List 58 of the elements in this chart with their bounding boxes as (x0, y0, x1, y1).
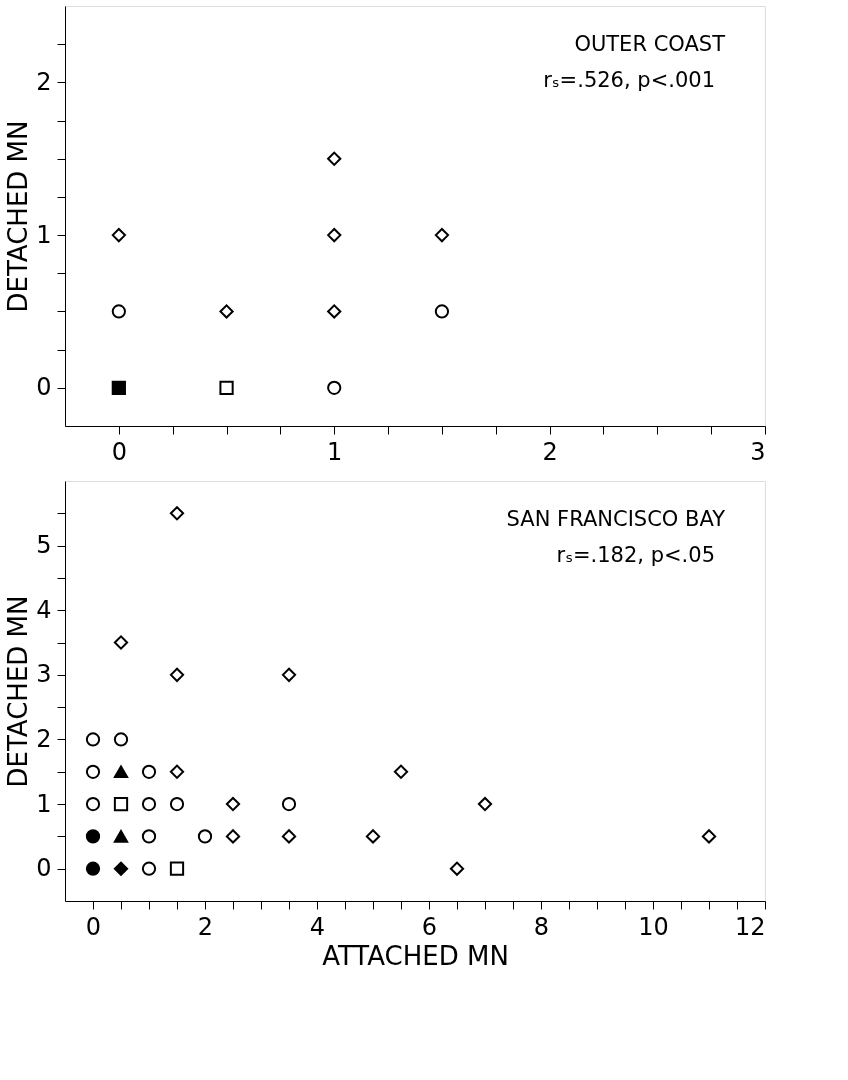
point (281, 667, 297, 682)
point (701, 829, 717, 844)
point (141, 861, 157, 876)
point (169, 667, 185, 682)
y-tick-label: 0 (36, 854, 52, 883)
point (449, 861, 465, 876)
point (225, 829, 241, 844)
x-tick-label: 8 (533, 912, 550, 941)
point (85, 764, 101, 779)
x-tick-label: 6 (421, 912, 438, 941)
annotation: rₛ=.526, p<.001 (543, 68, 715, 92)
point (141, 764, 157, 779)
point (113, 732, 129, 747)
point (169, 861, 185, 876)
point (169, 796, 185, 812)
point (113, 861, 129, 876)
annotation: rₛ=.182, p<.05 (556, 543, 715, 567)
x-tick-label: 10 (638, 912, 669, 941)
x-tick-label: 4 (309, 912, 326, 941)
y-tick-label: 4 (36, 595, 52, 624)
point (141, 829, 157, 844)
y-axis-title: DETACHED MN (3, 595, 34, 788)
point (197, 829, 213, 844)
point (113, 635, 129, 650)
x-tick-label: 1 (327, 437, 343, 466)
point (169, 764, 185, 779)
point (477, 796, 493, 812)
point (169, 506, 185, 521)
y-tick-label: 2 (36, 67, 52, 96)
y-tick-label: 1 (36, 789, 52, 818)
x-axis-title: ATTACHED MN (322, 940, 509, 971)
x-tick-label: 2 (542, 437, 558, 466)
point (365, 829, 381, 844)
y-tick-label: 5 (36, 531, 52, 560)
annotation: OUTER COAST (574, 32, 726, 56)
point (393, 764, 409, 779)
x-tick-label: 0 (85, 912, 102, 941)
y-tick-label: 3 (36, 660, 52, 689)
point (113, 830, 129, 843)
x-tick-label: 0 (111, 437, 127, 466)
x-tick-label: 2 (197, 912, 214, 941)
point (85, 861, 101, 876)
y-tick-label: 2 (36, 724, 52, 753)
point (85, 796, 101, 812)
point (281, 829, 297, 844)
x-tick-label: 12 (734, 912, 766, 941)
point (281, 796, 297, 812)
y-tick-label: 1 (36, 220, 52, 249)
point (113, 796, 129, 812)
y-axis-title: DETACHED MN (3, 120, 34, 313)
point (85, 732, 101, 747)
point (141, 796, 157, 812)
x-tick-label: 3 (750, 437, 766, 466)
point (113, 765, 129, 779)
point (225, 796, 241, 812)
y-tick-label: 0 (36, 373, 52, 402)
point (85, 829, 101, 844)
annotation: SAN FRANCISCO BAY (506, 507, 726, 531)
